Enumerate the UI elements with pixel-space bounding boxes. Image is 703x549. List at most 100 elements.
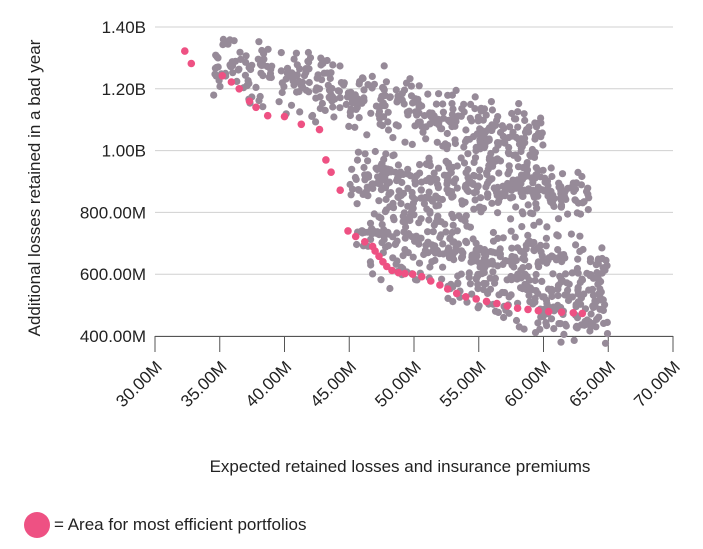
portfolio-point bbox=[505, 257, 513, 265]
portfolio-point bbox=[416, 118, 424, 126]
portfolio-point bbox=[491, 185, 499, 193]
portfolio-point bbox=[380, 155, 388, 163]
portfolio-point bbox=[525, 262, 533, 271]
efficient-point bbox=[297, 120, 306, 129]
portfolio-point bbox=[487, 98, 495, 106]
portfolio-point bbox=[548, 172, 556, 181]
portfolio-point bbox=[398, 90, 406, 98]
portfolio-point bbox=[494, 141, 502, 149]
efficient-point bbox=[482, 297, 491, 306]
portfolio-point bbox=[585, 286, 593, 294]
portfolio-point bbox=[304, 48, 312, 57]
portfolio-point bbox=[469, 251, 478, 259]
portfolio-point bbox=[514, 123, 522, 131]
portfolio-point bbox=[305, 65, 313, 73]
portfolio-point bbox=[293, 61, 301, 69]
efficient-point bbox=[427, 277, 435, 285]
portfolio-point bbox=[329, 61, 337, 69]
portfolio-point bbox=[453, 184, 461, 192]
portfolio-point bbox=[471, 93, 479, 101]
portfolio-point bbox=[348, 165, 356, 173]
portfolio-point bbox=[515, 100, 523, 108]
portfolio-point bbox=[587, 310, 595, 318]
portfolio-point bbox=[389, 134, 397, 142]
portfolio-point bbox=[378, 221, 386, 229]
portfolio-point bbox=[382, 78, 390, 86]
portfolio-point bbox=[409, 253, 417, 261]
portfolio-point bbox=[584, 206, 592, 214]
portfolio-point bbox=[278, 88, 286, 97]
portfolio-point bbox=[580, 198, 588, 206]
portfolio-point bbox=[236, 48, 244, 56]
portfolio-point bbox=[389, 204, 398, 212]
portfolio-point bbox=[527, 209, 535, 217]
portfolio-point bbox=[353, 240, 361, 249]
portfolio-point bbox=[499, 260, 507, 268]
portfolio-point bbox=[439, 263, 447, 271]
portfolio-point bbox=[393, 174, 402, 182]
portfolio-point bbox=[511, 180, 519, 188]
portfolio-point bbox=[479, 204, 488, 212]
portfolio-point bbox=[471, 172, 479, 180]
portfolio-point bbox=[515, 140, 524, 148]
portfolio-point bbox=[561, 188, 569, 196]
portfolio-point bbox=[374, 173, 382, 181]
portfolio-point bbox=[417, 186, 425, 194]
portfolio-point bbox=[435, 90, 443, 98]
portfolio-point bbox=[377, 276, 385, 284]
portfolio-point bbox=[378, 239, 386, 247]
portfolio-point bbox=[514, 154, 522, 163]
portfolio-point bbox=[329, 103, 337, 111]
portfolio-point bbox=[394, 95, 402, 104]
portfolio-point bbox=[573, 322, 581, 330]
portfolio-point bbox=[437, 125, 445, 133]
portfolio-point bbox=[462, 237, 470, 245]
portfolio-point bbox=[367, 235, 375, 243]
portfolio-point bbox=[514, 244, 522, 252]
efficient-point bbox=[245, 97, 254, 105]
portfolio-point bbox=[432, 100, 440, 108]
portfolio-point bbox=[368, 230, 376, 238]
portfolio-point bbox=[491, 307, 500, 315]
portfolio-point bbox=[348, 185, 357, 193]
portfolio-point bbox=[353, 156, 362, 164]
portfolio-point bbox=[392, 121, 400, 129]
efficient-point bbox=[218, 72, 227, 80]
y-tick-labels: 400.00M 600.00M 800.00M 1.00B 1.20B 1.40B bbox=[80, 18, 146, 346]
portfolio-point bbox=[488, 199, 496, 207]
portfolio-point bbox=[508, 244, 516, 252]
portfolio-point bbox=[347, 105, 355, 113]
portfolio-point bbox=[471, 154, 480, 162]
portfolio-point bbox=[460, 108, 468, 116]
portfolio-point bbox=[282, 75, 290, 83]
portfolio-point bbox=[404, 249, 412, 257]
efficient-point bbox=[578, 309, 587, 318]
portfolio-point bbox=[415, 82, 423, 90]
portfolio-point bbox=[500, 313, 508, 322]
portfolio-point bbox=[424, 90, 432, 98]
portfolio-point bbox=[371, 147, 379, 156]
portfolio-point bbox=[312, 86, 320, 94]
portfolio-point bbox=[476, 259, 484, 267]
portfolio-point bbox=[438, 275, 446, 283]
portfolio-point bbox=[404, 170, 412, 178]
portfolio-point bbox=[534, 319, 542, 327]
efficient-point bbox=[371, 247, 379, 255]
portfolio-point bbox=[587, 322, 595, 331]
portfolio-point bbox=[531, 329, 540, 337]
efficient-point bbox=[235, 85, 243, 93]
portfolio-point bbox=[468, 290, 476, 298]
efficient-point bbox=[443, 285, 452, 293]
portfolio-point bbox=[557, 203, 565, 211]
portfolio-point bbox=[241, 71, 249, 79]
portfolio-point bbox=[561, 320, 570, 328]
portfolio-point bbox=[547, 315, 556, 323]
portfolio-point bbox=[452, 86, 460, 94]
portfolio-point bbox=[290, 81, 298, 89]
portfolio-point bbox=[336, 94, 344, 102]
portfolio-point bbox=[418, 102, 426, 110]
portfolio-point bbox=[474, 144, 482, 152]
efficient-point bbox=[344, 227, 352, 235]
portfolio-point bbox=[515, 323, 523, 331]
portfolio-point bbox=[380, 62, 388, 70]
